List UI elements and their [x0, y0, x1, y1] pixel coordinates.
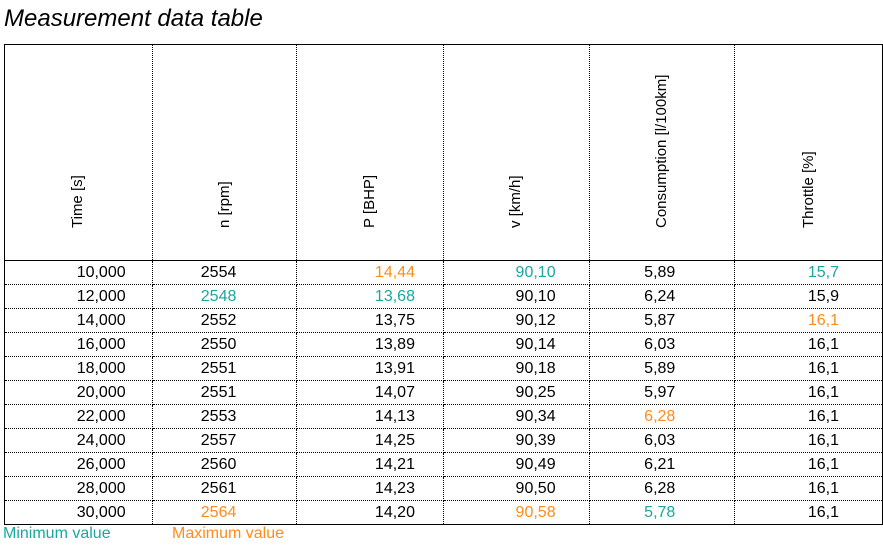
header-row: Time [s] n [rpm] P [BHP] v [km/h] Consum…: [4, 44, 883, 261]
table-cell: 14,21: [296, 452, 444, 477]
table-cell: 6,03: [588, 332, 736, 357]
table-cell: 5,97: [588, 380, 736, 405]
table-cell: 16,1: [734, 356, 883, 381]
table-cell: 16,1: [734, 452, 883, 477]
column-header-label: Throttle [%]: [799, 151, 817, 228]
table-row: 24,000 2557 14,25 90,39 6,03 16,1: [4, 428, 883, 453]
table-cell: 2560: [151, 452, 298, 477]
table-cell: 15,7: [734, 260, 883, 285]
table-cell: 2550: [151, 332, 298, 357]
table-cell: 6,03: [588, 428, 736, 453]
table-cell: 90,34: [442, 404, 590, 429]
table-cell: 5,89: [588, 356, 736, 381]
table-cell: 2552: [151, 308, 298, 333]
table-cell: 24,000: [4, 428, 153, 453]
table-cell: 14,23: [296, 476, 444, 501]
table-cell: 90,18: [442, 356, 590, 381]
table-row: 20,000 2551 14,07 90,25 5,97 16,1: [4, 380, 883, 405]
table-cell: 90,58: [442, 500, 590, 525]
column-header-consumption: Consumption [l/100km]: [588, 44, 736, 261]
table-cell: 16,1: [734, 500, 883, 525]
table-cell: 90,39: [442, 428, 590, 453]
table-row: 10,000 2554 14,44 90,10 5,89 15,7: [4, 260, 883, 285]
table-cell: 22,000: [4, 404, 153, 429]
table-cell: 13,68: [296, 284, 444, 309]
table-cell: 26,000: [4, 452, 153, 477]
table-cell: 2561: [151, 476, 298, 501]
table-cell: 2553: [151, 404, 298, 429]
table-cell: 13,89: [296, 332, 444, 357]
table-cell: 2551: [151, 380, 298, 405]
table-row: 18,000 2551 13,91 90,18 5,89 16,1: [4, 356, 883, 381]
table-cell: 90,10: [442, 284, 590, 309]
table-cell: 5,78: [588, 500, 736, 525]
table-cell: 90,10: [442, 260, 590, 285]
column-header-time: Time [s]: [4, 44, 153, 261]
table-cell: 18,000: [4, 356, 153, 381]
table-cell: 16,1: [734, 428, 883, 453]
table-cell: 10,000: [4, 260, 153, 285]
table-cell: 14,13: [296, 404, 444, 429]
table-cell: 90,50: [442, 476, 590, 501]
table-cell: 14,25: [296, 428, 444, 453]
table-cell: 14,000: [4, 308, 153, 333]
table-cell: 28,000: [4, 476, 153, 501]
table-cell: 6,28: [588, 476, 736, 501]
table-cell: 2548: [151, 284, 298, 309]
table-row: 22,000 2553 14,13 90,34 6,28 16,1: [4, 404, 883, 429]
table-cell: 16,1: [734, 332, 883, 357]
table-cell: 13,75: [296, 308, 444, 333]
table-cell: 2557: [151, 428, 298, 453]
table-row: 12,000 2548 13,68 90,10 6,24 15,9: [4, 284, 883, 309]
table-row: 16,000 2550 13,89 90,14 6,03 16,1: [4, 332, 883, 357]
table-row: 26,000 2560 14,21 90,49 6,21 16,1: [4, 452, 883, 477]
measurement-table: Time [s] n [rpm] P [BHP] v [km/h] Consum…: [4, 44, 883, 525]
column-header-label: Time [s]: [69, 175, 87, 228]
table-cell: 20,000: [4, 380, 153, 405]
table-cell: 12,000: [4, 284, 153, 309]
table-cell: 6,28: [588, 404, 736, 429]
table-cell: 13,91: [296, 356, 444, 381]
table-cell: 90,25: [442, 380, 590, 405]
table-cell: 14,44: [296, 260, 444, 285]
column-header-label: v [km/h]: [507, 175, 525, 228]
column-header-speed: v [km/h]: [442, 44, 590, 261]
column-header-label: n [rpm]: [215, 181, 233, 228]
table-cell: 6,24: [588, 284, 736, 309]
table-cell: 14,20: [296, 500, 444, 525]
table-cell: 16,1: [734, 308, 883, 333]
table-cell: 6,21: [588, 452, 736, 477]
column-header-power: P [BHP]: [296, 44, 444, 261]
table-cell: 14,07: [296, 380, 444, 405]
table-row: 28,000 2561 14,23 90,50 6,28 16,1: [4, 476, 883, 501]
column-header-label: P [BHP]: [361, 174, 379, 228]
table-cell: 2551: [151, 356, 298, 381]
table-cell: 16,000: [4, 332, 153, 357]
column-header-throttle: Throttle [%]: [734, 44, 883, 261]
table-cell: 90,14: [442, 332, 590, 357]
table-cell: 15,9: [734, 284, 883, 309]
table-row: 30,000 2564 14,20 90,58 5,78 16,1: [4, 500, 883, 525]
table-cell: 90,49: [442, 452, 590, 477]
table-cell: 30,000: [4, 500, 153, 525]
table-cell: 2554: [151, 260, 298, 285]
table-row: 14,000 2552 13,75 90,12 5,87 16,1: [4, 308, 883, 333]
table-cell: 2564: [151, 500, 298, 525]
page-title: Measurement data table: [4, 5, 263, 32]
column-header-rpm: n [rpm]: [151, 44, 298, 261]
table-cell: 16,1: [734, 380, 883, 405]
table-cell: 5,87: [588, 308, 736, 333]
legend-maximum: Maximum value: [172, 525, 285, 542]
table-cell: 90,12: [442, 308, 590, 333]
legend-minimum: Minimum value: [3, 525, 111, 542]
table-body: 10,000 2554 14,44 90,10 5,89 15,7 12,000 2548 13…: [4, 260, 883, 525]
table-cell: 5,89: [588, 260, 736, 285]
table-cell: 16,1: [734, 404, 883, 429]
table-cell: 16,1: [734, 476, 883, 501]
column-header-label: Consumption [l/100km]: [652, 74, 670, 228]
